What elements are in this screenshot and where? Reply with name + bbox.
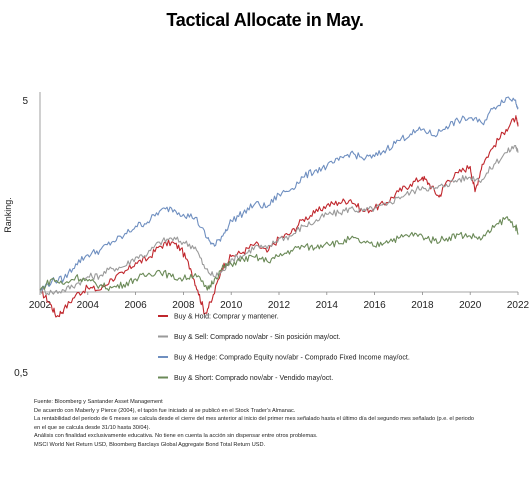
x-tick-label: 2018 (411, 300, 434, 311)
chart-title: Tactical Allocate in May. (166, 10, 364, 30)
x-tick-label: 2022 (507, 300, 530, 311)
x-tick-label: 2002 (29, 300, 52, 311)
note-line: Análisis con finalidad exclusivamente ed… (34, 433, 318, 440)
note-line: La rentabilidad del periodo de 6 meses s… (34, 416, 474, 423)
legend-entry: Buy & Sell: Comprado nov/abr - Sin posic… (174, 334, 341, 341)
series-line (39, 115, 519, 318)
x-tick-label: 2010 (220, 300, 243, 311)
source-notes: Fuente: Bloomberg y Santander Asset Mana… (34, 398, 514, 450)
x-tick-label: 2006 (124, 300, 147, 311)
note-line: De acuerdo con Maberly y Pierce (2004), … (34, 407, 296, 414)
x-tick-label: 2012 (268, 300, 291, 311)
y-tick-label: 0,5 (14, 368, 28, 379)
axes: 5 0,5 Ranking. 2002 2004 2006 2008 2010 2012 2014… (3, 92, 530, 379)
x-tick-label: 2008 (172, 300, 195, 311)
x-tick-label: 2014 (316, 300, 339, 311)
y-tick-label: 5 (22, 96, 28, 107)
note-line: MSCI World Net Return USD, Bloomberg Bar… (34, 441, 266, 448)
x-tick-label: 2016 (363, 300, 386, 311)
legend-entry: Buy & Short: Comprado nov/abr - Vendido … (174, 375, 333, 382)
note-line: Fuente: Bloomberg y Santander Asset Mana… (34, 399, 163, 405)
x-tick-label: 2004 (77, 300, 100, 311)
legend-entry: Buy & Hedge: Comprado Equity nov/abr - C… (174, 355, 410, 362)
legend-entry: Buy & Hold: Comprar y mantener. (174, 314, 279, 321)
series-line (39, 96, 519, 291)
series-line (39, 145, 519, 296)
x-tick-label: 2020 (459, 300, 482, 311)
series-lines (39, 96, 519, 318)
series-line (39, 216, 519, 292)
note-line: en el que se calcula desde 31/10 hasta 3… (34, 424, 150, 431)
legend: Buy & Hold: Comprar y mantener. Buy & Sel… (158, 314, 410, 382)
y-axis-label: Ranking. (3, 197, 13, 233)
